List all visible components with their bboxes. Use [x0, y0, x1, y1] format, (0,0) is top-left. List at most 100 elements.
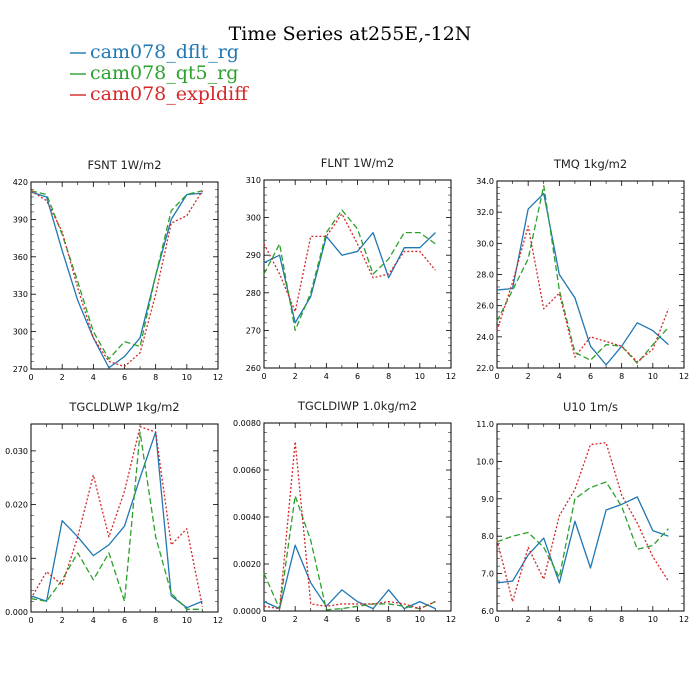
y-tick-label: 420 [13, 178, 28, 187]
y-tick-label: 11.0 [476, 420, 494, 429]
x-tick-label: 6 [588, 372, 593, 381]
series-line-cam078_dflt_rg [496, 496, 669, 584]
legend-label: cam078_qt5_rg [90, 62, 238, 84]
series-line-cam078_dflt_rg [30, 431, 203, 609]
chart-panel: TGCLDLWP 1kg/m2 0 2 4 6 8 10 12 0.000 0.010 0.020 0… [5, 400, 223, 625]
x-tick-label: 0 [261, 615, 266, 624]
legend: cam078_dflt_rgcam078_qt5_rgcam078_expldi… [70, 41, 249, 105]
y-tick-label: 7.0 [481, 570, 494, 579]
x-tick-label: 6 [355, 372, 360, 381]
x-tick-label: 0 [494, 372, 499, 381]
y-tick-label: 280 [246, 289, 261, 298]
x-tick-label: 8 [619, 615, 624, 624]
x-tick-label: 4 [557, 615, 562, 624]
series-line-cam078_qt5_rg [263, 495, 436, 611]
x-tick-label: 12 [446, 615, 456, 624]
series-line-cam078_qt5_rg [30, 431, 203, 610]
series-line-cam078_expldiff [496, 225, 670, 363]
y-tick-label: 270 [246, 326, 261, 335]
legend-label: cam078_expldiff [90, 83, 249, 105]
y-tick-label: 360 [13, 253, 28, 262]
x-tick-label: 8 [153, 373, 158, 382]
panels: FSNT 1W/m20 2 4 6 8 10 12270300330360390420FLN… [5, 156, 689, 625]
x-tick-label: 4 [91, 373, 96, 382]
x-tick-label: 4 [324, 615, 329, 624]
series-line-cam078_qt5_rg [496, 185, 669, 364]
x-tick-label: 0 [28, 616, 33, 625]
y-tick-label: 0.0000 [233, 607, 261, 616]
x-tick-label: 2 [293, 615, 298, 624]
chart-panel: TMQ 1kg/m2 0 2 4 6 8 10 12 22.0 24.0 26.0 28.0 30.0 3… [476, 157, 689, 381]
x-tick-label: 8 [153, 616, 158, 625]
chart-panel: FLNT 1W/m2 0 2 4 6 8 10 12 260 270 280 290 300 310 [246, 156, 456, 381]
series-line-cam078_qt5_rg [496, 481, 669, 578]
y-tick-label: 270 [13, 365, 28, 374]
y-tick-label: 34.0 [476, 177, 494, 186]
y-tick-label: 290 [246, 251, 261, 260]
plot-frame [263, 179, 452, 369]
y-tick-label: 9.0 [481, 495, 494, 504]
series-line-cam078_dflt_rg [30, 191, 203, 369]
chart-panel: FSNT 1W/m2 0 2 4 6 8 10 12 270 300 330 360 390 420 [13, 158, 223, 382]
x-tick-label: 2 [526, 372, 531, 381]
panel-title: TGCLDIWP 1.0kg/m2 [297, 399, 417, 413]
x-tick-label: 2 [526, 615, 531, 624]
x-tick-label: 8 [386, 615, 391, 624]
x-tick-label: 4 [557, 372, 562, 381]
x-tick-label: 6 [588, 615, 593, 624]
x-tick-label: 10 [415, 372, 425, 381]
series-line-cam078_expldiff [263, 441, 436, 610]
y-tick-label: 300 [13, 328, 28, 337]
x-tick-label: 0 [494, 615, 499, 624]
y-tick-label: 26.0 [476, 302, 494, 311]
series-line-cam078_qt5_rg [30, 190, 203, 360]
x-tick-label: 10 [648, 615, 658, 624]
x-tick-label: 10 [648, 372, 658, 381]
y-tick-label: 0.0080 [233, 419, 261, 428]
x-tick-label: 10 [415, 615, 425, 624]
x-tick-label: 6 [122, 373, 127, 382]
x-tick-label: 8 [619, 372, 624, 381]
x-tick-label: 4 [91, 616, 96, 625]
y-tick-label: 30.0 [476, 239, 494, 248]
y-tick-label: 0.030 [5, 447, 28, 456]
x-tick-label: 2 [60, 616, 65, 625]
y-tick-label: 6.0 [481, 607, 494, 616]
x-tick-label: 12 [213, 373, 223, 382]
y-tick-label: 0.020 [5, 501, 28, 510]
x-tick-label: 0 [28, 373, 33, 382]
x-tick-label: 10 [182, 616, 192, 625]
plot-frame [30, 181, 219, 370]
y-tick-label: 0.0020 [233, 560, 261, 569]
y-tick-label: 8.0 [481, 532, 494, 541]
y-tick-label: 10.0 [476, 457, 494, 466]
series-line-cam078_expldiff [30, 426, 204, 607]
series-line-cam078_dflt_rg [496, 192, 669, 366]
chart-panel: U10 1m/s 0 2 4 6 8 10 12 6.0 7.0 8.0 9.0 10.0 11.0 [476, 400, 689, 624]
y-tick-label: 0.010 [5, 554, 28, 563]
series-line-cam078_qt5_rg [263, 209, 436, 332]
x-tick-label: 2 [60, 373, 65, 382]
x-tick-label: 2 [293, 372, 298, 381]
plot-frame [496, 423, 685, 612]
x-tick-label: 4 [324, 372, 329, 381]
chart-panel: TGCLDIWP 1.0kg/m2 0 2 4 6 8 10 12 0.0000 0.0020 0.… [233, 399, 456, 624]
legend-entry: cam078_qt5_rg [70, 62, 238, 84]
y-tick-label: 0.0040 [233, 513, 261, 522]
x-tick-label: 6 [122, 616, 127, 625]
panel-title: TGCLDLWP 1kg/m2 [68, 400, 179, 414]
panel-title: FLNT 1W/m2 [321, 156, 394, 170]
legend-entry: cam078_expldiff [70, 83, 249, 105]
y-tick-label: 300 [246, 214, 261, 223]
y-tick-label: 28.0 [476, 271, 494, 280]
series-line-cam078_dflt_rg [263, 231, 436, 324]
y-tick-label: 310 [246, 176, 261, 185]
y-tick-label: 0.000 [5, 608, 28, 617]
panel-title: TMQ 1kg/m2 [553, 157, 627, 171]
x-tick-label: 8 [386, 372, 391, 381]
legend-label: cam078_dflt_rg [90, 41, 239, 63]
legend-entry: cam078_dflt_rg [70, 41, 239, 63]
panel-title: U10 1m/s [563, 400, 618, 414]
series-line-cam078_dflt_rg [263, 544, 436, 610]
